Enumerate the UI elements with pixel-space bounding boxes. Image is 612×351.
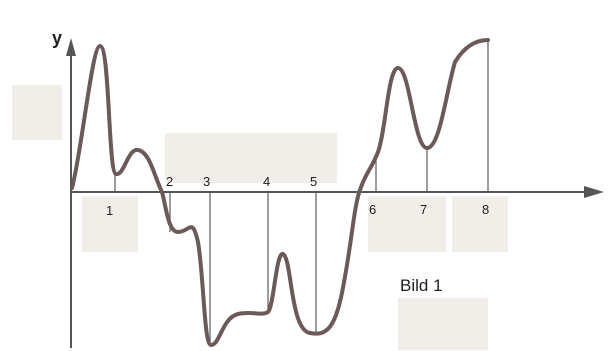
- figure-caption: Bild 1: [400, 276, 443, 295]
- y-axis-label: y: [52, 28, 62, 48]
- marker-lines: [114, 40, 489, 345]
- point-label-3: 3: [203, 174, 210, 189]
- background-shading: [12, 85, 508, 350]
- point-label-1: 1: [106, 203, 113, 218]
- point-label-2: 2: [166, 174, 173, 189]
- point-label-4: 4: [263, 174, 270, 189]
- point-label-7: 7: [420, 202, 427, 217]
- y-axis-arrow-icon: [66, 38, 76, 56]
- point-label-8: 8: [482, 202, 489, 217]
- x-axis-arrow-icon: [584, 186, 604, 198]
- point-label-5: 5: [310, 174, 317, 189]
- point-label-6: 6: [369, 202, 376, 217]
- function-curve: [70, 38, 490, 347]
- point-labels: 1 2 3 4 5 6 7 8: [106, 174, 489, 218]
